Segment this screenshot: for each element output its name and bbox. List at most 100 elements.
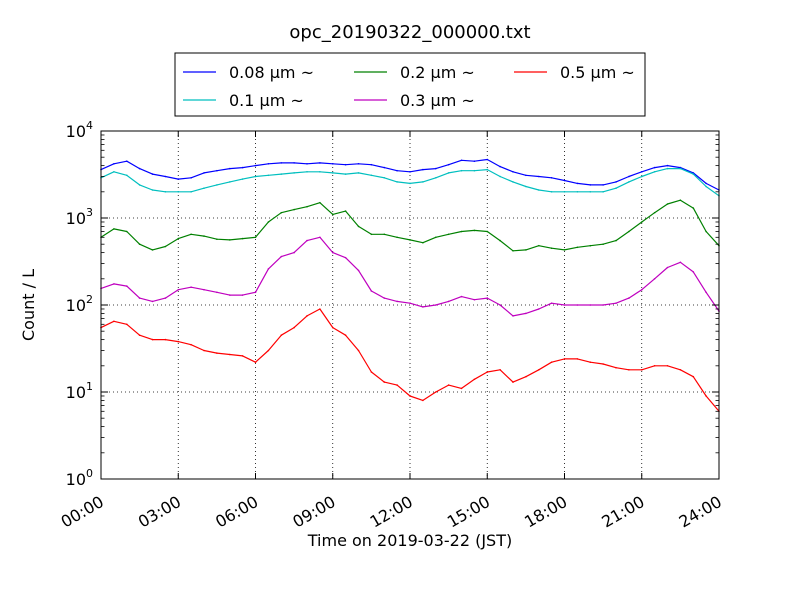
data-point [473,298,476,301]
y-tick-exponent: 0 [86,467,93,480]
x-tick-label: 24:00 [676,492,725,532]
data-point [576,182,579,185]
data-point [332,172,334,174]
data-point [641,288,643,291]
data-point [653,171,656,173]
data-point [486,168,489,171]
data-point [499,369,501,371]
data-point [422,306,424,308]
data-point [563,358,566,360]
data-point [254,291,257,294]
data-point [589,304,592,306]
data-point [254,164,257,167]
data-point [113,228,115,230]
data-point [357,172,360,174]
data-point [538,308,540,310]
legend-label: 0.1 μm ~ [229,91,304,110]
data-point [151,300,154,303]
data-point [422,399,424,402]
data-point [525,249,527,251]
y-tick-base: 10 [66,470,86,489]
data-point [563,304,566,306]
data-point [447,300,450,303]
data-point [216,184,218,186]
data-point [602,191,604,193]
data-point [550,302,553,305]
data-point [126,160,128,162]
data-point [396,181,398,183]
data-point [486,230,489,233]
data-point [447,172,450,174]
data-point [138,184,141,186]
data-point [679,369,682,371]
data-point [396,169,398,172]
data-point [177,340,180,343]
y-tick-exponent: 2 [86,293,93,306]
data-point [615,187,617,189]
data-point [357,163,360,165]
data-point [563,191,566,193]
data-point [473,169,476,172]
data-point [319,171,321,173]
data-point [499,304,501,306]
data-point [164,245,167,248]
data-point [653,365,656,367]
y-axis-label: Count / L [19,269,38,341]
data-point [525,185,527,188]
data-point [512,250,514,252]
data-point [435,304,437,306]
data-point [589,191,592,193]
data-point [370,233,373,236]
x-tick-label: 12:00 [367,492,416,532]
y-tick-base: 10 [66,296,86,315]
data-point [550,361,553,364]
data-point [589,184,592,186]
data-point [692,271,695,273]
data-point [435,391,437,393]
ticks [100,130,720,480]
y-tick-label: 101 [66,380,93,402]
data-point [447,233,450,236]
data-point [151,338,154,341]
x-tick-label: 15:00 [444,492,493,532]
data-point [306,171,308,173]
data-point [628,369,630,371]
data-point [344,163,347,166]
data-point [267,163,270,165]
data-point [126,285,128,287]
data-point [538,175,540,178]
data-point [344,334,347,337]
data-point [435,177,437,179]
data-point [293,208,295,211]
data-point [332,251,334,254]
data-point [138,167,141,170]
data-point [641,175,643,178]
data-point [306,205,308,208]
data-point [435,167,437,170]
data-point [267,174,270,177]
y-tick-exponent: 3 [86,206,93,219]
x-tick-labels: 00:00 03:00 06:00 09:00 12:00 15:00 18:00 21:00… [58,492,725,532]
data-point [473,160,476,162]
data-point [293,251,295,254]
data-point [679,199,682,201]
data-point [370,290,373,292]
data-point [705,182,707,185]
data-point [164,191,167,193]
y-tick-base: 10 [66,383,86,402]
data-point [203,187,205,189]
data-point [229,353,231,356]
data-point [679,167,682,170]
series-layer [100,158,720,413]
data-point [666,266,669,269]
data-point [280,211,283,214]
data-point [151,249,154,251]
data-point [203,349,205,352]
data-point [409,302,411,305]
data-point [344,256,347,259]
data-point [525,375,527,378]
data-point [692,173,695,175]
data-point [267,221,270,223]
data-point [525,312,527,315]
